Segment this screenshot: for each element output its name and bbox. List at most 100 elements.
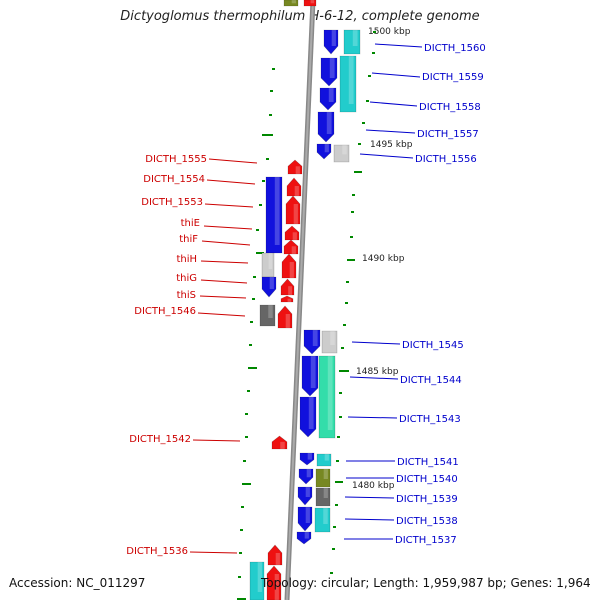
gene-highlight [293,204,298,224]
gene-highlight [269,277,274,289]
gene-block [339,55,357,113]
tick-mark [343,324,346,326]
gene-highlight [285,314,290,328]
major-tick-mark [243,483,251,485]
gene-highlight [268,253,273,269]
reverse-gene-arrow [323,29,339,55]
right-gene-label: DICTH_1544 [400,375,462,386]
gene-highlight [294,186,299,196]
tick-mark [238,576,241,578]
right-gene-label: DICTH_1537 [395,535,457,546]
gene-block [321,330,338,354]
gene-highlight [305,507,310,523]
tick-mark [339,416,342,418]
gene-labels: 1500 kbp 1495 kbp 1490 kbp 1485 kbp 1480 kbp… [126,27,485,557]
left-gene-label: DICTH_1554 [143,174,205,185]
left-label-leader [189,551,238,554]
gene-highlight [275,553,280,565]
major-tick-mark [249,367,257,369]
major-tick-mark [347,259,355,261]
gene-highlight [328,88,334,102]
forward-gene-arrow [277,305,293,329]
kbp-position-label: 1485 kbp [356,367,399,377]
forward-gene-arrow [280,295,294,303]
kbp-position-label: 1490 kbp [362,254,405,264]
reverse-gene-arrow [299,452,315,466]
right-gene-label: DICTH_1541 [397,457,459,468]
right-gene-label: DICTH_1557 [417,129,479,140]
tick-mark [372,52,375,54]
gene-highlight [326,112,332,134]
gene-features [249,0,361,600]
gene-highlight [308,397,314,429]
gene-block [249,561,265,600]
reverse-gene-arrow [303,329,321,355]
forward-gene-arrow [281,253,297,279]
gene-highlight [291,246,296,254]
right-label-leader [351,341,401,345]
tick-mark [249,344,252,346]
gene-highlight [310,0,315,4]
tick-mark [241,506,244,508]
gene-highlight [312,330,318,346]
forward-gene-arrow [285,195,301,225]
reverse-gene-arrow [297,486,313,506]
gene-block [343,29,361,55]
gene-highlight [268,305,273,318]
right-label-leader [344,496,395,499]
tick-mark [270,90,273,92]
tick-mark [269,114,272,116]
left-gene-label: DICTH_1555 [145,154,207,165]
tick-mark [253,276,256,278]
gene-highlight [305,487,310,497]
left-label-leader [203,225,253,230]
right-label-leader [344,518,395,521]
right-label-leader [365,129,416,134]
reverse-gene-arrow [299,396,317,438]
gene-highlight [352,30,358,46]
tick-mark [256,229,259,231]
right-gene-label: DICTH_1556 [415,154,477,165]
major-tick-mark [238,598,246,600]
reverse-gene-arrow [319,87,337,111]
tick-mark [239,552,242,554]
left-gene-label: DICTH_1553 [141,197,203,208]
right-label-leader [347,416,398,419]
genome-backbone-inner [286,0,314,600]
genome-title: Dictyoglomus thermophilum H-6-12, comple… [120,9,480,24]
left-gene-label: thiS [177,290,196,301]
gene-block [303,0,317,7]
gene-block [333,144,350,163]
gene-block [265,176,283,254]
tick-mark [252,298,255,300]
tick-mark [368,75,371,77]
right-gene-label: DICTH_1540 [396,474,458,485]
tick-mark [247,390,250,392]
label-leader-lines [189,43,423,554]
right-gene-label: DICTH_1545 [402,340,464,351]
left-gene-label: DICTH_1546 [134,306,196,317]
tick-mark [358,143,361,145]
right-gene-label: DICTH_1543 [399,414,461,425]
gene-highlight [327,356,333,430]
left-gene-label: DICTH_1542 [129,434,191,445]
major-tick-mark [335,481,343,483]
tick-mark [332,548,335,550]
tick-mark [366,100,369,102]
left-gene-label: thiE [181,218,200,229]
gene-highlight [292,232,297,240]
tick-mark [350,236,353,238]
right-gene-label: DICTH_1560 [424,43,486,54]
tick-mark [341,347,344,349]
tick-mark [339,370,342,372]
gene-highlight [280,441,285,449]
major-tick-mark [354,171,362,173]
kbp-position-label: 1480 kbp [352,481,395,491]
left-gene-label: thiG [176,273,197,284]
left-label-leader [204,203,254,208]
major-tick-mark [256,252,264,254]
forward-gene-arrow [267,544,283,566]
forward-gene-arrow [283,239,299,255]
forward-gene-arrow [271,435,288,450]
